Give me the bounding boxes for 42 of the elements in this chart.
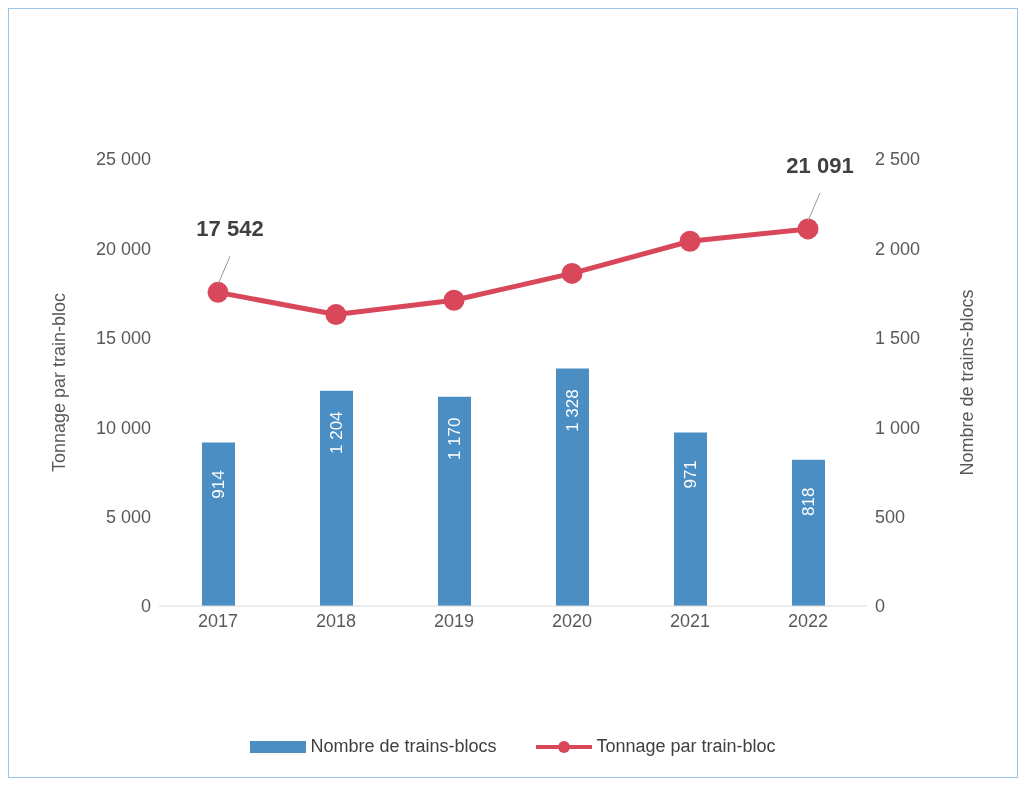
y-tick-label: 5 000 (105, 506, 151, 527)
x-tick-label: 2018 (315, 610, 357, 631)
point (207, 281, 229, 303)
data-label: 818 (799, 487, 818, 516)
bar (556, 368, 589, 606)
y-tick-label: 25 000 (95, 149, 151, 170)
bar (320, 390, 353, 606)
y-tick-label: 0 (140, 596, 151, 617)
point (679, 230, 701, 252)
x-tick-label: 2019 (433, 610, 475, 631)
y2-tick-label: 1 500 (875, 328, 921, 349)
data-label: 914 (209, 470, 228, 499)
y2-tick-label: 1 000 (875, 417, 921, 438)
x-tick-label: 2021 (669, 610, 711, 631)
y2-tick-label: 2 000 (875, 238, 921, 259)
y2-tick-label: 0 (875, 596, 886, 617)
bar (792, 459, 825, 606)
bar (438, 396, 471, 606)
data-label: 971 (681, 460, 700, 489)
x-tick-label: 2022 (787, 610, 829, 631)
point (325, 304, 347, 326)
bar (202, 442, 235, 606)
y-axis-title: Tonnage par train-bloc (49, 292, 70, 473)
y2-axis-title: Nombre de trains-blocs (957, 289, 978, 476)
data-label: 1 170 (445, 417, 464, 461)
data-label: 1 204 (327, 411, 346, 454)
y-tick-label: 20 000 (95, 238, 151, 259)
y-tick-label: 15 000 (95, 328, 151, 349)
x-tick-label: 2020 (551, 610, 593, 631)
bar (674, 432, 707, 606)
y2-tick-label: 500 (875, 506, 906, 527)
data-label: 21 091 (786, 152, 854, 178)
y-tick-label: 10 000 (95, 417, 151, 438)
data-label: 1 328 (563, 389, 582, 432)
point (561, 262, 583, 284)
y2-tick-label: 2 500 (875, 149, 921, 170)
point (443, 289, 465, 311)
point (797, 218, 819, 240)
x-tick-label: 2017 (197, 610, 239, 631)
legend-label: Nombre de trains-blocs (310, 736, 497, 757)
legend-label: Tonnage par train-bloc (596, 736, 776, 757)
data-label: 17 542 (196, 216, 264, 242)
